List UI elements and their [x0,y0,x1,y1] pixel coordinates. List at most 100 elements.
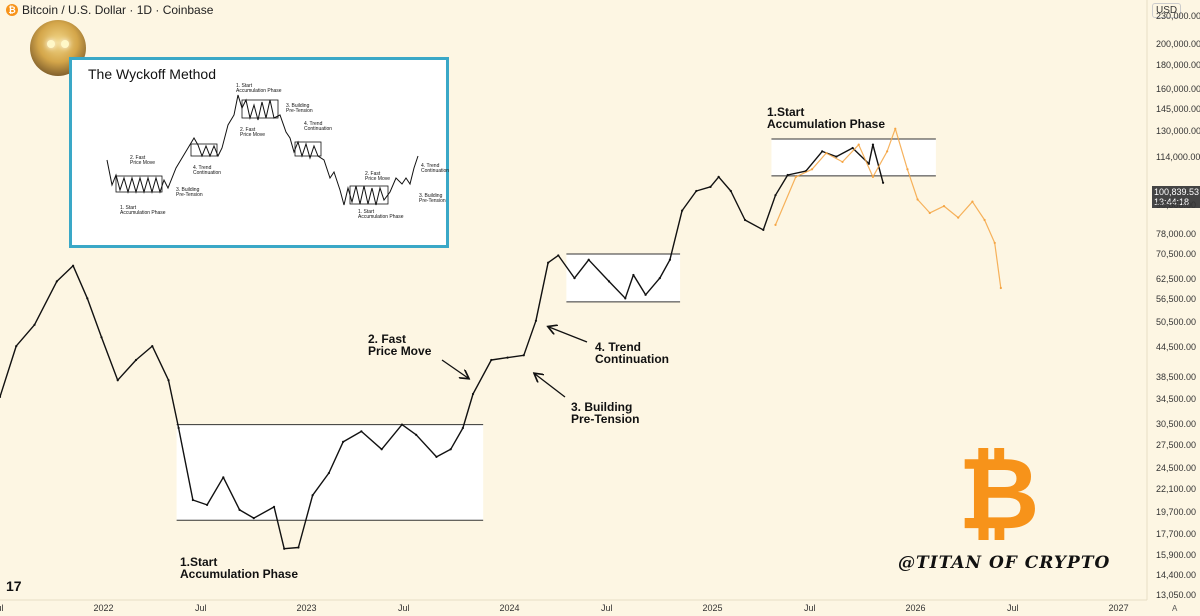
projection-point-5 [857,143,860,146]
y-tick-label: 160,000.00 [1156,83,1200,94]
y-tick-label: 62,500.00 [1156,273,1197,284]
y-tick-label: 17,700.00 [1156,528,1197,539]
price-point-31 [490,358,493,362]
label-building-pre-tension: 3. Building Pre-Tension [571,400,640,426]
x-tick-label: 2023 [296,603,317,613]
price-point-32 [506,356,509,359]
price-point-21 [327,471,330,475]
price-point-9 [151,344,154,348]
price-point-29 [461,426,464,430]
price-point-40 [624,297,627,300]
arrow-building-pre-tension [535,374,566,398]
price-point-36 [557,254,560,257]
price-point-59 [871,143,875,146]
price-point-39 [607,280,611,283]
price-point-3 [55,280,58,283]
last-price-tag: 100,839.53 13:44:18 [1152,186,1200,208]
price-point-53 [786,173,789,177]
price-point-56 [835,155,838,158]
y-tick-label: 50,500.00 [1156,316,1197,327]
price-point-10 [167,379,170,382]
price-point-33 [522,354,525,357]
y-tick-label: 230,000.00 [1156,10,1200,21]
y-tick-label: 56,500.00 [1156,294,1197,305]
projection-point-15 [983,218,986,222]
inset-label-trend-2: 4. Trend Continuation [304,121,333,132]
symbol-header[interactable]: ₿ Bitcoin / U.S. Dollar · 1D · Coinbase [6,3,213,17]
y-tick-label: 15,900.00 [1156,550,1197,561]
x-tick-label: 2025 [702,603,723,613]
tradingview-logo-icon[interactable]: 17 [6,578,22,594]
auto-scale-icon[interactable]: A [1172,604,1178,613]
price-point-55 [821,150,824,153]
y-tick-label: 19,700.00 [1156,506,1197,517]
projection-point-9 [906,168,909,171]
inset-label-acc-1: 1. Start Accumulation Phase [120,205,166,216]
projection-point-3 [825,152,828,155]
y-tick-label: 13,050.00 [1156,590,1197,601]
inset-label-fast-2: 2. Fast Price Move [240,127,266,138]
y-tick-label: 200,000.00 [1156,38,1200,49]
y-tick-label: 38,500.00 [1156,371,1197,382]
projection-point-2 [810,168,814,171]
projection-point-8 [894,127,897,130]
inset-label-acc-2: 1. Start Accumulation Phase [236,83,282,94]
y-tick-label: 90,000.00 [1156,200,1197,211]
price-point-58 [867,162,870,165]
price-point-22 [341,440,345,444]
projection-point-0 [774,223,777,226]
arrow-trend-continuation [549,327,588,343]
price-point-52 [774,194,777,197]
currency-button[interactable]: USD [1152,3,1182,18]
price-point-23 [360,430,363,433]
x-tick-label: 2027 [1108,603,1129,613]
price-point-41 [632,273,635,277]
price-point-24 [380,448,383,451]
price-point-17 [272,505,276,508]
projection-point-16 [993,241,996,245]
price-point-15 [238,508,241,511]
price-point-50 [743,218,747,222]
price-point-14 [222,476,225,479]
x-tick-label: Jul [1007,603,1019,613]
price-point-4 [71,264,75,267]
inset-label-fast-1: 2. Fast Price Move [130,155,156,166]
price-point-42 [644,293,647,296]
label-accumulation-2025: 1.Start Accumulation Phase [767,105,886,131]
last-price: 100,839.53 [1154,187,1200,197]
price-point-46 [695,189,698,193]
x-tick-label: 2024 [499,603,520,613]
projection-line [774,128,1002,289]
inset-title: The Wyckoff Method [88,66,217,82]
x-tick-label: 2026 [905,603,926,613]
label-accumulation-2022: 1.Start Accumulation Phase [180,555,299,581]
inset-label-build-3: 3. Building Pre-Tension [419,193,446,204]
projection-point-7 [886,150,889,153]
y-tick-label: 22,100.00 [1156,483,1197,494]
price-point-51 [762,228,765,231]
y-tick-label: 70,500.00 [1156,249,1197,260]
price-point-48 [717,175,720,178]
price-point-16 [252,517,255,520]
price-point-5 [86,297,89,300]
y-tick-label: 30,500.00 [1156,418,1197,429]
label-fast-price-move: 2. Fast Price Move [368,332,432,358]
price-point-34 [534,319,538,322]
x-tick-label: Jul [398,603,410,613]
y-tick-label: 145,000.00 [1156,103,1200,114]
y-tick-label: 24,500.00 [1156,462,1197,473]
price-point-20 [311,494,314,497]
range-box-2025 [771,138,936,176]
projection-point-12 [942,204,946,208]
price-point-43 [658,277,661,280]
price-point-28 [449,448,452,451]
avatar-eye-right-icon [61,40,69,48]
price-point-47 [709,185,712,188]
price-point-44 [668,258,672,261]
y-tick-label: 114,000.00 [1156,152,1200,163]
chart-title: Bitcoin / U.S. Dollar · 1D · Coinbase [22,3,214,17]
bitcoin-icon: ₿ [6,4,18,16]
candle-countdown: 13:44:18 [1154,197,1190,207]
price-point-0 [0,395,2,398]
